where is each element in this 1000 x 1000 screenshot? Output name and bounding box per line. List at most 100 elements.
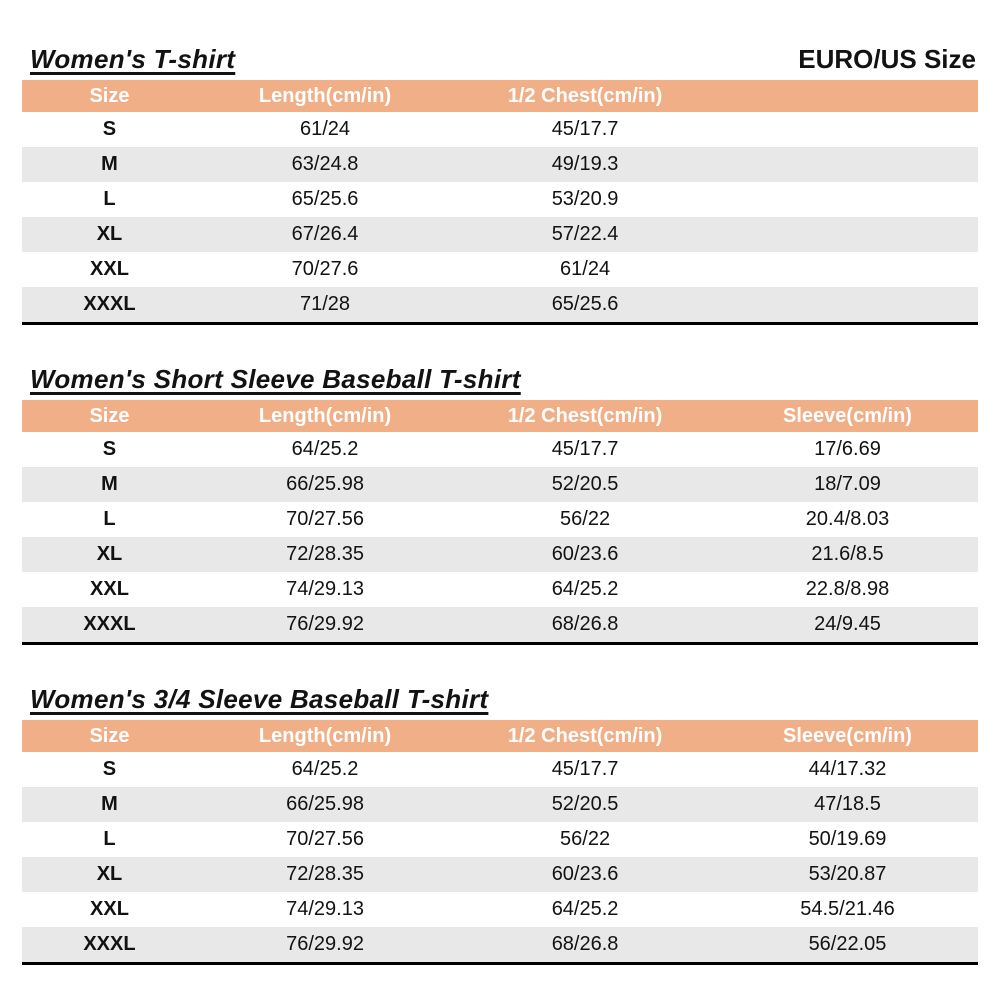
measurement-cell: 44/17.32 [716,752,978,787]
size-cell: L [22,502,197,537]
measurement-cell: 54.5/21.46 [716,892,978,927]
column-header: 1/2 Chest(cm/in) [453,80,717,112]
column-header: Size [22,720,197,752]
measurement-cell [716,252,978,287]
size-table-short-sleeve-baseball: Size Length(cm/in) 1/2 Chest(cm/in) Sleeve(… [22,400,978,645]
table-row: L 70/27.56 56/22 50/19.69 [22,822,978,857]
measurement-cell: 63/24.8 [196,147,454,182]
table-row: M 66/25.98 52/20.5 18/7.09 [22,467,978,502]
size-cell: XXL [22,252,197,287]
size-cell: L [22,182,197,217]
title-row: Women's T-shirt EURO/US Size [30,44,978,75]
size-cell: XXXL [22,607,197,644]
measurement-cell: 70/27.56 [196,822,454,857]
measurement-cell: 22.8/8.98 [716,572,978,607]
table-row: XXL 70/27.6 61/24 [22,252,978,287]
measurement-cell: 56/22 [453,822,717,857]
table-row: XXL 74/29.13 64/25.2 54.5/21.46 [22,892,978,927]
table-row: XXXL 71/28 65/25.6 [22,287,978,324]
measurement-cell: 67/26.4 [196,217,454,252]
size-chart-page: Women's T-shirt EURO/US Size Size Length(… [22,44,978,965]
measurement-cell: 52/20.5 [453,787,717,822]
measurement-cell: 64/25.2 [196,432,454,467]
table-row: XL 72/28.35 60/23.6 53/20.87 [22,857,978,892]
table-row: XXXL 76/29.92 68/26.8 56/22.05 [22,927,978,964]
measurement-cell: 60/23.6 [453,857,717,892]
size-cell: M [22,147,197,182]
measurement-cell: 56/22.05 [716,927,978,964]
size-table-womens-tshirt: Size Length(cm/in) 1/2 Chest(cm/in) S 61/24 4… [22,80,978,325]
measurement-cell: 60/23.6 [453,537,717,572]
size-cell: XL [22,857,197,892]
measurement-cell: 45/17.7 [453,752,717,787]
measurement-cell: 52/20.5 [453,467,717,502]
table-row: S 64/25.2 45/17.7 17/6.69 [22,432,978,467]
column-header: Length(cm/in) [196,400,454,432]
column-header: 1/2 Chest(cm/in) [453,720,717,752]
measurement-cell [716,287,978,324]
measurement-cell: 64/25.2 [453,892,717,927]
measurement-cell: 49/19.3 [453,147,717,182]
measurement-cell: 65/25.6 [453,287,717,324]
measurement-cell: 71/28 [196,287,454,324]
measurement-cell: 45/17.7 [453,112,717,147]
measurement-cell: 17/6.69 [716,432,978,467]
size-cell: XL [22,217,197,252]
table-row: S 61/24 45/17.7 [22,112,978,147]
header-row: Size Length(cm/in) 1/2 Chest(cm/in) Sleeve(… [22,400,978,432]
table-row: XXL 74/29.13 64/25.2 22.8/8.98 [22,572,978,607]
table-row: XXXL 76/29.92 68/26.8 24/9.45 [22,607,978,644]
column-header: 1/2 Chest(cm/in) [453,400,717,432]
womens-tshirt-section: Women's T-shirt EURO/US Size Size Length(… [22,44,978,325]
table-row: L 70/27.56 56/22 20.4/8.03 [22,502,978,537]
measurement-cell: 50/19.69 [716,822,978,857]
measurement-cell [716,182,978,217]
measurement-cell [716,112,978,147]
measurement-cell: 45/17.7 [453,432,717,467]
table-row: XL 67/26.4 57/22.4 [22,217,978,252]
chart-title-womens-tshirt: Women's T-shirt [30,44,236,74]
measurement-cell: 72/28.35 [196,857,454,892]
measurement-cell: 65/25.6 [196,182,454,217]
measurement-cell: 76/29.92 [196,927,454,964]
size-cell: XXXL [22,287,197,324]
column-header: Size [22,400,197,432]
womens-short-sleeve-baseball-section: Women's Short Sleeve Baseball T-shirt Si… [22,364,978,645]
column-header: Size [22,80,197,112]
size-cell: XL [22,537,197,572]
measurement-cell: 64/25.2 [453,572,717,607]
table-row: M 66/25.98 52/20.5 47/18.5 [22,787,978,822]
table-row: XL 72/28.35 60/23.6 21.6/8.5 [22,537,978,572]
measurement-cell: 68/26.8 [453,607,717,644]
column-header [716,80,978,112]
column-header: Length(cm/in) [196,80,454,112]
size-cell: M [22,467,197,502]
measurement-cell: 21.6/8.5 [716,537,978,572]
table-row: L 65/25.6 53/20.9 [22,182,978,217]
title-row: Women's 3/4 Sleeve Baseball T-shirt [30,684,978,715]
column-header: Sleeve(cm/in) [716,400,978,432]
measurement-cell: 64/25.2 [196,752,454,787]
header-row: Size Length(cm/in) 1/2 Chest(cm/in) Sleeve(… [22,720,978,752]
measurement-cell: 76/29.92 [196,607,454,644]
size-cell: L [22,822,197,857]
measurement-cell: 24/9.45 [716,607,978,644]
measurement-cell: 61/24 [453,252,717,287]
measurement-cell: 68/26.8 [453,927,717,964]
measurement-cell [716,147,978,182]
measurement-cell: 61/24 [196,112,454,147]
euro-us-size-label: EURO/US Size [798,44,976,74]
header-row: Size Length(cm/in) 1/2 Chest(cm/in) [22,80,978,112]
table-row: S 64/25.2 45/17.7 44/17.32 [22,752,978,787]
measurement-cell: 74/29.13 [196,892,454,927]
size-cell: XXL [22,572,197,607]
womens-34-sleeve-baseball-section: Women's 3/4 Sleeve Baseball T-shirt Size… [22,684,978,965]
size-cell: M [22,787,197,822]
chart-title-short-sleeve-baseball: Women's Short Sleeve Baseball T-shirt [30,364,521,394]
chart-title-34-sleeve-baseball: Women's 3/4 Sleeve Baseball T-shirt [30,684,489,714]
measurement-cell: 20.4/8.03 [716,502,978,537]
measurement-cell: 56/22 [453,502,717,537]
measurement-cell: 70/27.6 [196,252,454,287]
column-header: Length(cm/in) [196,720,454,752]
measurement-cell: 53/20.9 [453,182,717,217]
